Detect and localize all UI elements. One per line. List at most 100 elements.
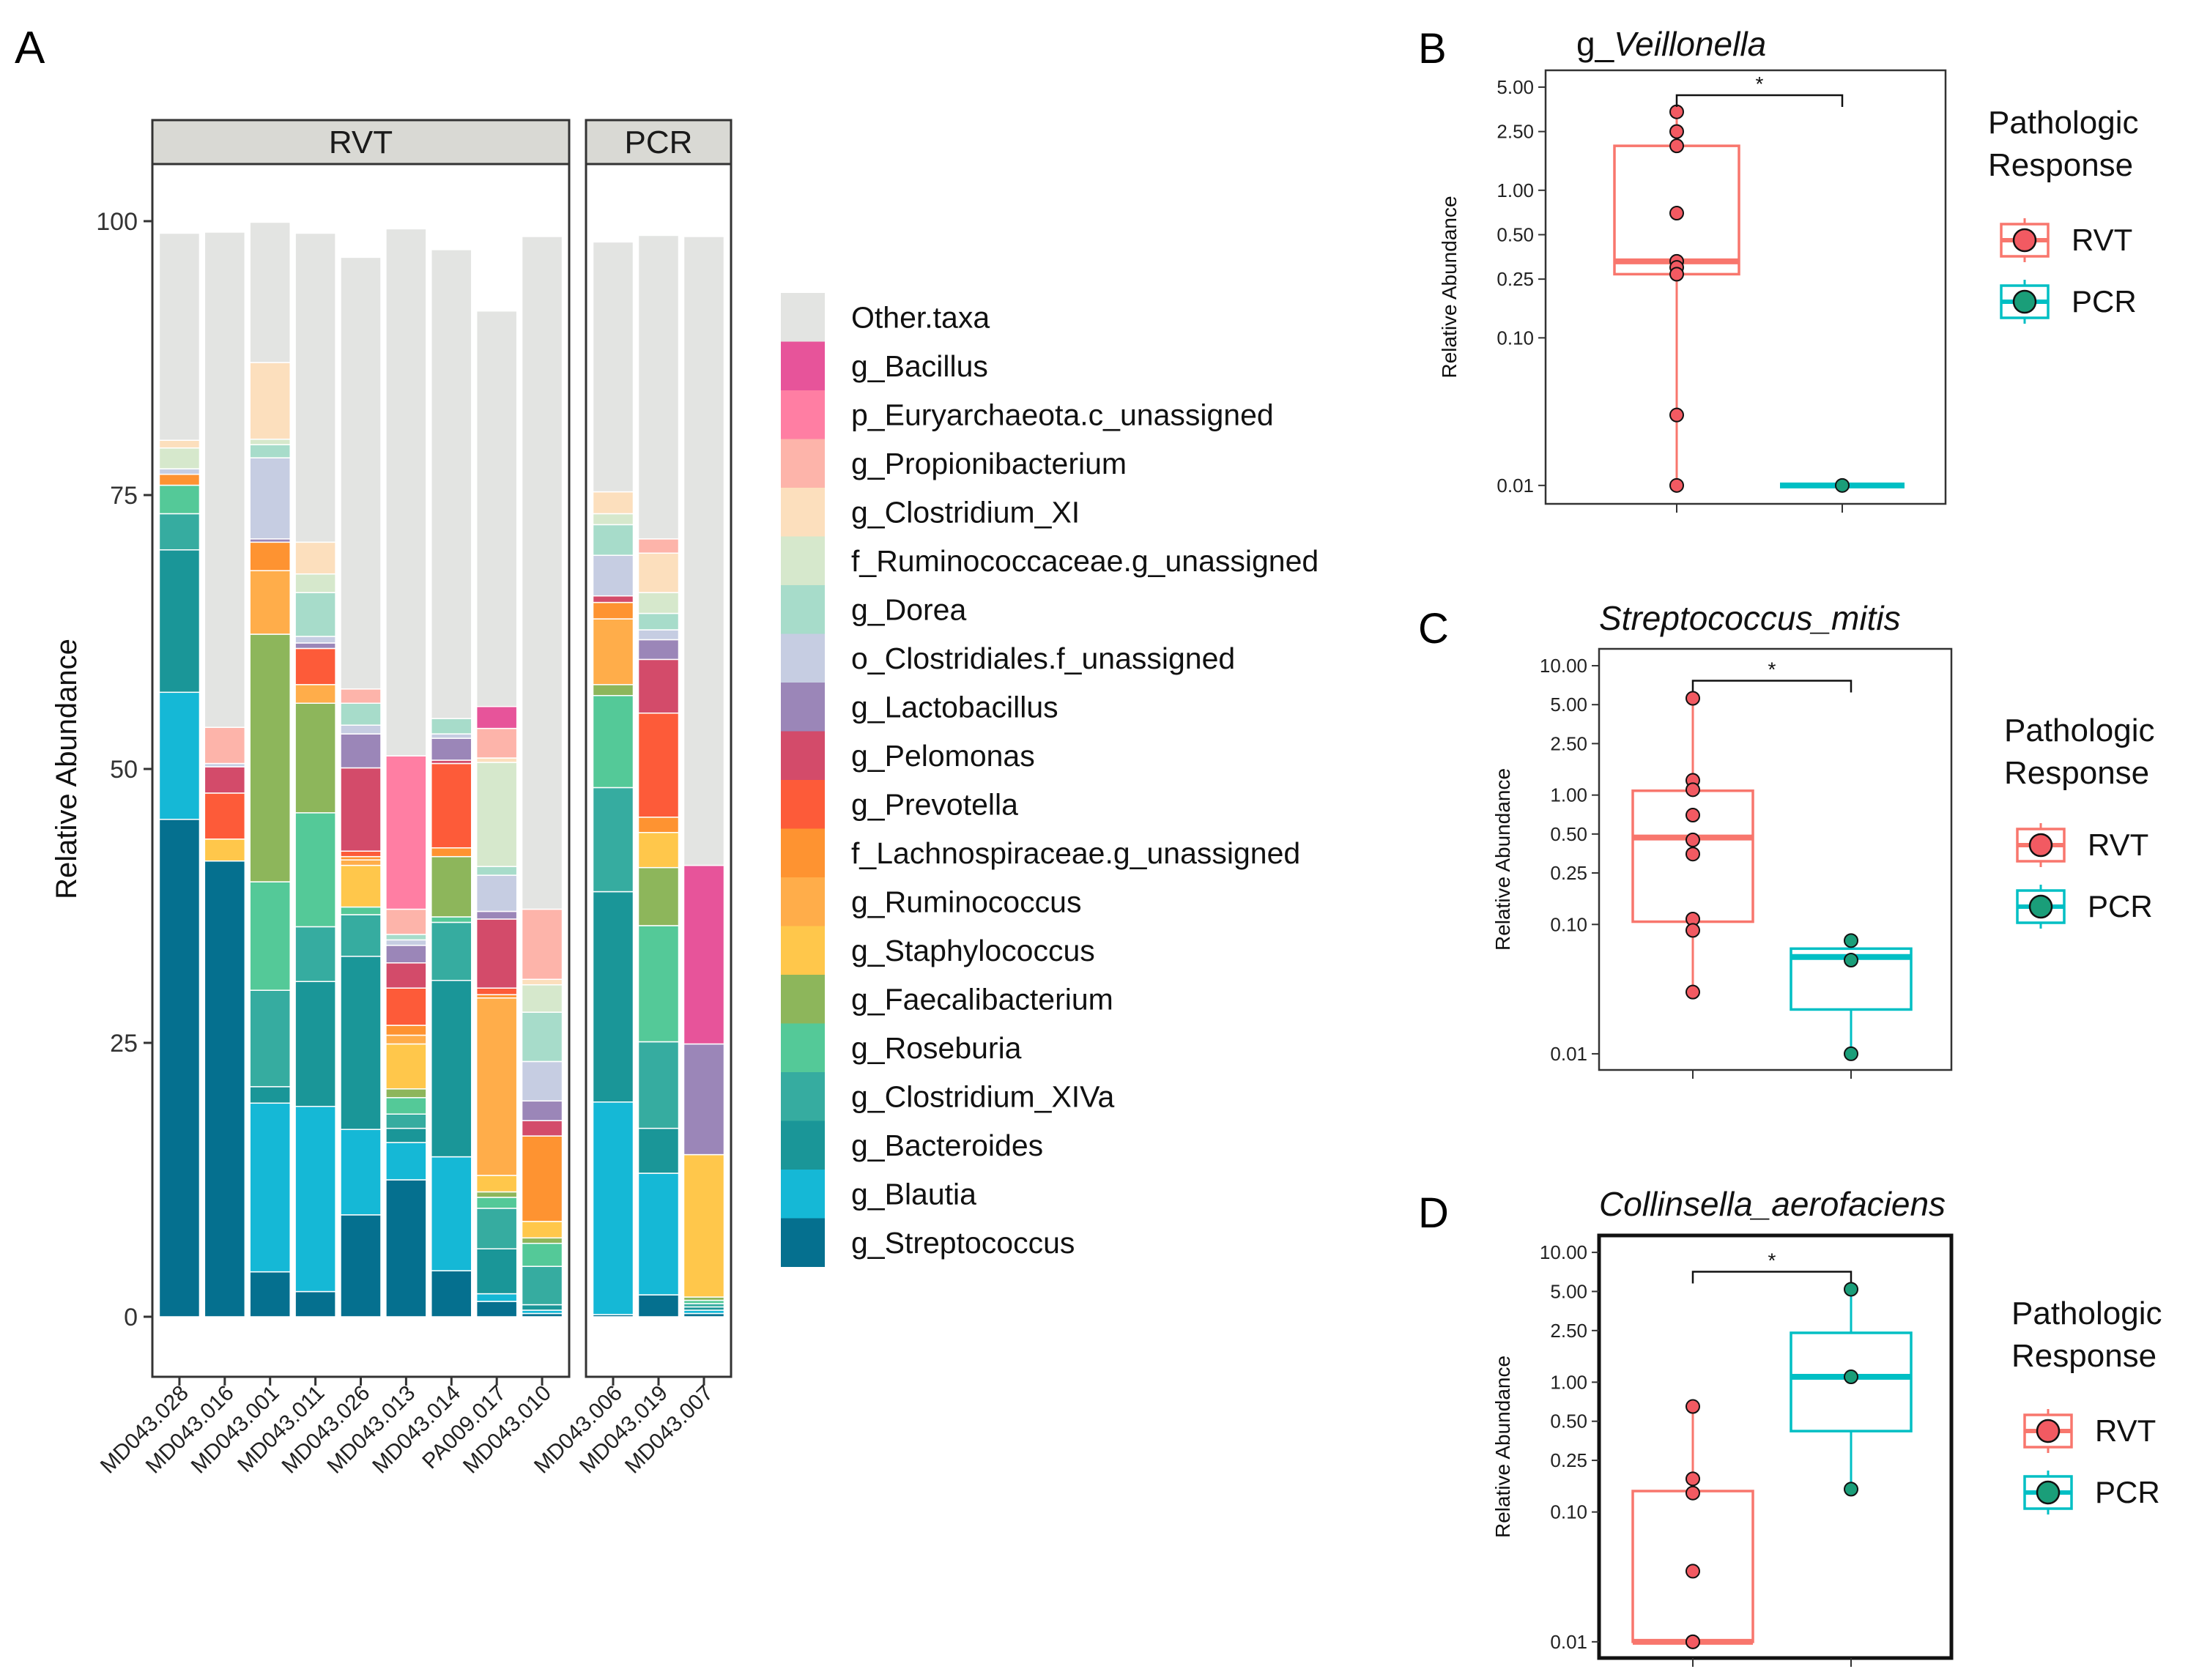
bar-segment-md043-001-g-roseburia xyxy=(249,881,291,991)
legend-label-g-propionibacterium: g_Propionibacterium xyxy=(851,447,1127,480)
bar-segment-md043-001-f-lachnospiraceae-g-unassigned xyxy=(249,541,291,571)
y-tick-label: 10.00 xyxy=(1540,655,1587,677)
bar-segment-md043-013-f-lachnospiraceae-g-unassigned xyxy=(385,1025,427,1036)
bar-segment-md043-026-g-pelomonas xyxy=(340,767,382,852)
legend-key-point-rvt xyxy=(2012,228,2037,253)
facet-strip-rvt xyxy=(151,119,571,166)
bar-segment-md043-019-g-clostridium-xi xyxy=(637,552,680,593)
bar-segment-pa009-017-g-bacteroides xyxy=(475,1248,518,1295)
y-tick-label: 1.00 xyxy=(1550,784,1587,806)
bar-segment-md043-011-g-lactobacillus xyxy=(294,642,336,650)
bar-segment-pa009-017-g-propionibacterium xyxy=(475,727,518,759)
facet-label-rvt: RVT xyxy=(329,124,393,160)
data-point-rvt xyxy=(1685,1634,1700,1649)
bar-segment-md043-006-f-ruminococcaceae-g-unassigned xyxy=(592,513,634,526)
legend-key-g-clostridium-xiva xyxy=(781,1072,825,1121)
bar-segment-md043-026-g-prevotella xyxy=(340,850,382,858)
legend-key-g-staphylococcus xyxy=(781,926,825,975)
bar-segment-md043-001-g-dorea xyxy=(249,444,291,458)
bar-segment-md043-010-g-propionibacterium xyxy=(521,908,563,980)
bar-segment-md043-001-g-clostridium-xiva xyxy=(249,989,291,1088)
y-axis-title: Relative Abundance xyxy=(51,639,83,899)
bar-segment-pa009-017-other-taxa xyxy=(475,310,518,707)
bar-segment-md043-014-g-roseburia xyxy=(431,916,472,923)
legend-title-line-2: Response xyxy=(2004,755,2149,791)
bar-segment-md043-006-f-lachnospiraceae-g-unassigned xyxy=(592,601,634,620)
y-tick-label: 1.00 xyxy=(1550,1371,1587,1393)
bar-segment-pa009-017-g-staphylococcus xyxy=(475,1175,518,1193)
plot-title-c: Streptococcus_mitis xyxy=(1599,599,1901,637)
bar-segment-md043-010-g-clostridium-xiva xyxy=(521,1265,563,1306)
legend-label-g-dorea: g_Dorea xyxy=(851,592,966,626)
bar-segment-pa009-017-g-ruminococcus xyxy=(475,997,518,1176)
significance-bracket xyxy=(1675,94,1844,107)
bar-segment-md043-013-g-faecalibacterium xyxy=(385,1088,427,1099)
bar-segment-md043-001-g-bacteroides xyxy=(249,1086,291,1104)
box-pcr xyxy=(1790,1331,1913,1432)
data-point-rvt xyxy=(1685,808,1700,823)
bar-segment-md043-010-g-lactobacillus xyxy=(521,1100,563,1121)
bar-segment-md043-013-g-staphylococcus xyxy=(385,1043,427,1090)
bar-segment-md043-010-other-taxa xyxy=(521,236,563,910)
legend-key-p-euryarchaeota-c-unassigned xyxy=(781,390,825,439)
legend-key-g-streptococcus xyxy=(781,1218,825,1267)
y-tick-label: 0.50 xyxy=(1497,223,1534,245)
y-tick-label: 2.50 xyxy=(1550,1320,1587,1342)
data-point-rvt xyxy=(1685,832,1700,847)
boxplot-streptococcus-mitis: Streptococcus_mitis 0.01 0.10 0.25 0.50 1.00 2… xyxy=(1491,599,2154,1079)
bar-segment-md043-010-g-faecalibacterium xyxy=(521,1237,563,1244)
bar-segment-md043-001-f-ruminococcaceae-g-unassigned xyxy=(249,438,291,445)
bar-segment-md043-007-g-lactobacillus xyxy=(683,1043,725,1156)
bar-segment-md043-028-o-clostridiales-f-unassigned xyxy=(158,468,201,475)
bar-segment-md043-011-g-prevotella xyxy=(294,647,336,685)
legend-key-g-prevotella xyxy=(781,780,825,829)
y-tick-label: 0.01 xyxy=(1497,475,1534,497)
plot-title-b: g_Veillonella xyxy=(1576,25,1766,63)
legend-title-line-2: Response xyxy=(1988,147,2133,183)
legend-key-g-ruminococcus xyxy=(781,877,825,926)
bar-segment-md043-013-g-propionibacterium xyxy=(385,908,427,935)
bar-segment-md043-019-g-clostridium-xiva xyxy=(637,1041,680,1129)
data-point-pcr xyxy=(1844,1482,1858,1497)
significance-bracket xyxy=(1691,1271,1853,1284)
bar-segment-md043-019-other-taxa xyxy=(637,234,680,540)
bar-segment-md043-006-g-dorea xyxy=(592,524,634,557)
legend-key-g-blautia xyxy=(781,1170,825,1219)
bar-segment-md043-011-g-clostridium-xi xyxy=(294,541,336,575)
legend-key-point-pcr xyxy=(2036,1480,2061,1505)
legend-label-g-clostridium-xi: g_Clostridium_XI xyxy=(851,495,1080,529)
bar-segment-md043-016-other-taxa xyxy=(204,231,246,728)
bar-segment-md043-019-g-prevotella xyxy=(637,712,680,818)
bar-segment-md043-019-g-blautia xyxy=(637,1172,680,1296)
bar-segment-md043-026-g-ruminococcus xyxy=(340,859,382,866)
data-point-rvt xyxy=(1685,691,1700,706)
box-pcr xyxy=(1790,947,1913,1011)
bar-segment-md043-013-g-lactobacillus xyxy=(385,945,427,964)
bar-segment-pa009-017-g-blautia xyxy=(475,1293,518,1302)
bar-segment-md043-028-f-ruminococcaceae-g-unassigned xyxy=(158,447,201,469)
y-tick-label: 0.01 xyxy=(1550,1631,1587,1653)
y-tick-label: 10.00 xyxy=(1540,1241,1587,1263)
bar-segment-md043-001-g-streptococcus xyxy=(249,1271,291,1317)
bar-segment-md043-014-g-streptococcus xyxy=(431,1270,472,1317)
legend-label-g-staphylococcus: g_Staphylococcus xyxy=(851,934,1095,967)
bar-segment-md043-028-g-streptococcus xyxy=(158,819,201,1317)
y-tick-label: 0.10 xyxy=(1497,327,1534,349)
legend-key-g-dorea xyxy=(781,585,825,634)
legend-key-g-faecalibacterium xyxy=(781,975,825,1024)
bar-segment-md043-019-g-roseburia xyxy=(637,925,680,1043)
bar-segment-md043-014-g-dorea xyxy=(431,718,472,735)
bar-segment-md043-010-f-ruminococcaceae-g-unassigned xyxy=(521,984,563,1013)
legend-key-point-rvt xyxy=(2036,1419,2061,1443)
bar-segment-pa009-017-g-streptococcus xyxy=(475,1301,518,1317)
legend-label-g-lactobacillus: g_Lactobacillus xyxy=(851,690,1058,724)
bar-segment-md043-019-g-propionibacterium xyxy=(637,538,680,554)
legend-label-g-ruminococcus: g_Ruminococcus xyxy=(851,885,1082,918)
legend-key-o-clostridiales-f-unassigned xyxy=(781,633,825,683)
plot-frame xyxy=(1597,1233,1954,1660)
bar-segment-md043-028-g-bacteroides xyxy=(158,549,201,694)
bar-segment-md043-014-f-lachnospiraceae-g-unassigned xyxy=(431,847,472,858)
bar-segment-md043-028-f-lachnospiraceae-g-unassigned xyxy=(158,473,201,486)
legend-label-rvt: RVT xyxy=(2088,828,2148,862)
bar-segment-md043-013-g-prevotella xyxy=(385,987,427,1026)
